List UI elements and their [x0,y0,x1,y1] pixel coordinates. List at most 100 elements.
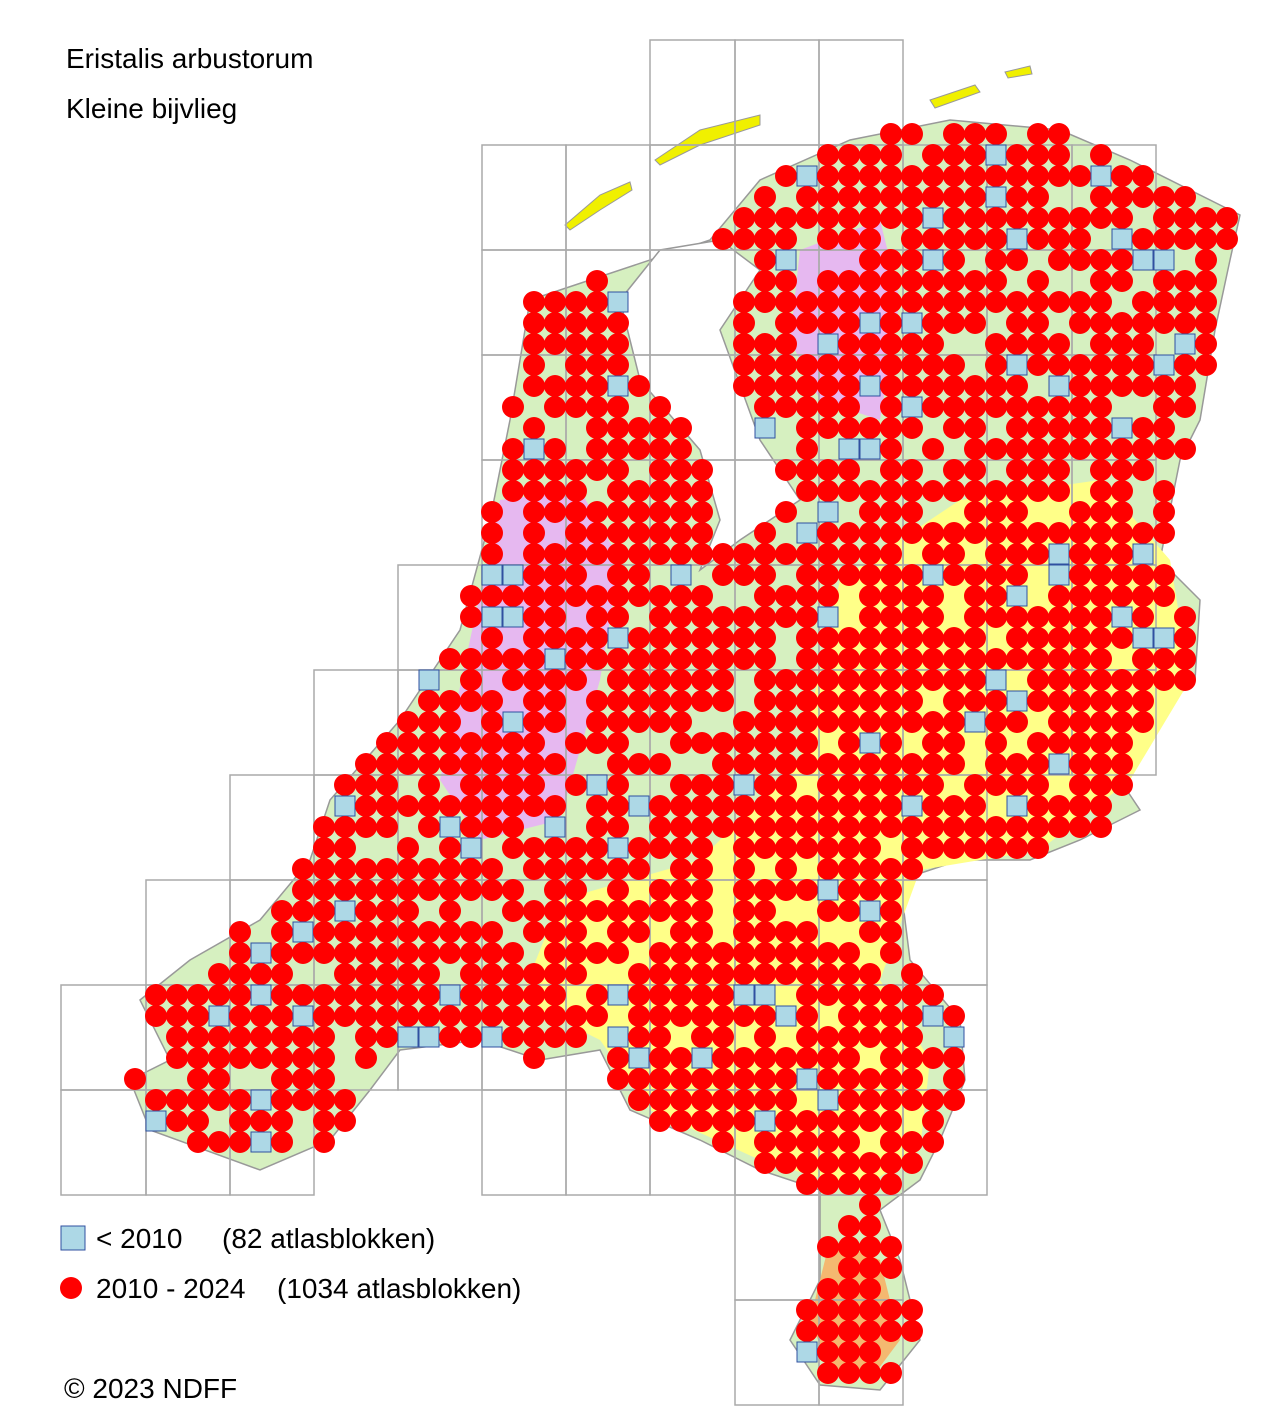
recent-record [1174,375,1196,397]
recent-record [523,669,545,691]
recent-record [691,816,713,838]
recent-record [796,984,818,1006]
recent-record [901,816,923,838]
recent-record [544,459,566,481]
recent-record [859,186,881,208]
recent-record [901,501,923,523]
recent-record [502,753,524,775]
recent-record [880,627,902,649]
recent-record [502,396,524,418]
recent-record [250,1047,272,1069]
recent-record [901,291,923,313]
recent-record [1111,564,1133,586]
island [654,114,761,166]
recent-record [1111,459,1133,481]
recent-record [481,984,503,1006]
recent-record [817,1110,839,1132]
recent-record [187,1089,209,1111]
recent-record [838,543,860,565]
recent-record [1027,816,1049,838]
recent-record [1006,312,1028,334]
recent-record [1111,186,1133,208]
recent-record [1027,438,1049,460]
recent-record [355,984,377,1006]
recent-record [313,900,335,922]
recent-record [1006,417,1028,439]
recent-record [1048,669,1070,691]
recent-record [859,627,881,649]
recent-record [502,963,524,985]
recent-record [1132,438,1154,460]
recent-record [796,648,818,670]
recent-record [943,207,965,229]
recent-record [775,711,797,733]
recent-record [691,858,713,880]
recent-record [628,690,650,712]
old-record [1111,606,1133,628]
recent-record [544,375,566,397]
recent-record [607,354,629,376]
recent-record [838,900,860,922]
recent-record [859,1089,881,1111]
recent-record [817,1131,839,1153]
recent-record [586,585,608,607]
recent-record [397,711,419,733]
recent-record [208,1026,230,1048]
recent-record [1174,354,1196,376]
recent-record [817,186,839,208]
recent-record [229,1110,251,1132]
recent-record [1090,606,1112,628]
recent-record [649,585,671,607]
recent-record [670,858,692,880]
recent-record [880,1089,902,1111]
recent-record [649,522,671,544]
recent-record [775,165,797,187]
recent-record [712,669,734,691]
recent-record [418,921,440,943]
recent-record [544,921,566,943]
recent-record [943,417,965,439]
recent-record [1048,333,1070,355]
recent-record [187,1131,209,1153]
recent-record [943,375,965,397]
recent-record [964,690,986,712]
legend-swatch-old [60,1225,86,1251]
recent-record [649,648,671,670]
recent-record [1090,627,1112,649]
recent-record [1069,690,1091,712]
recent-record [670,669,692,691]
recent-record [376,984,398,1006]
recent-record [1153,585,1175,607]
recent-record [733,900,755,922]
recent-record [355,1026,377,1048]
recent-record [859,711,881,733]
recent-record [691,963,713,985]
recent-record [901,1026,923,1048]
recent-record [796,606,818,628]
recent-record [1174,648,1196,670]
recent-record [271,1005,293,1027]
recent-record [754,207,776,229]
recent-record [649,816,671,838]
recent-record [985,606,1007,628]
recent-record [733,837,755,859]
recent-record [754,564,776,586]
recent-record [1027,459,1049,481]
recent-record [838,879,860,901]
recent-record [334,963,356,985]
recent-record [1090,312,1112,334]
recent-record [922,480,944,502]
recent-record [1174,606,1196,628]
old-record [502,606,524,628]
recent-record [775,396,797,418]
recent-record [838,1047,860,1069]
recent-record [1090,753,1112,775]
recent-record [880,942,902,964]
recent-record [565,564,587,586]
recent-record [880,291,902,313]
recent-record [985,165,1007,187]
recent-record [922,375,944,397]
recent-record [922,1110,944,1132]
recent-record [229,1089,251,1111]
recent-record [544,1026,566,1048]
